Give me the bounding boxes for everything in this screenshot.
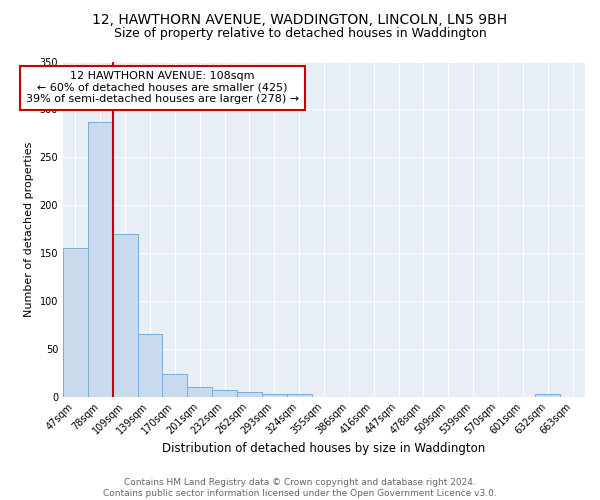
Text: 12, HAWTHORN AVENUE, WADDINGTON, LINCOLN, LN5 9BH: 12, HAWTHORN AVENUE, WADDINGTON, LINCOLN… <box>92 12 508 26</box>
Y-axis label: Number of detached properties: Number of detached properties <box>24 142 34 317</box>
Bar <box>63 248 88 396</box>
Bar <box>212 390 237 396</box>
Bar <box>287 394 311 396</box>
Text: Size of property relative to detached houses in Waddington: Size of property relative to detached ho… <box>113 28 487 40</box>
Bar <box>163 374 187 396</box>
Bar <box>262 394 287 396</box>
Bar <box>237 392 262 396</box>
Bar <box>88 122 113 396</box>
Text: Contains HM Land Registry data © Crown copyright and database right 2024.
Contai: Contains HM Land Registry data © Crown c… <box>103 478 497 498</box>
X-axis label: Distribution of detached houses by size in Waddington: Distribution of detached houses by size … <box>163 442 485 455</box>
Text: 12 HAWTHORN AVENUE: 108sqm
← 60% of detached houses are smaller (425)
39% of sem: 12 HAWTHORN AVENUE: 108sqm ← 60% of deta… <box>26 71 299 104</box>
Bar <box>137 334 163 396</box>
Bar <box>187 387 212 396</box>
Bar <box>535 394 560 396</box>
Bar <box>113 234 137 396</box>
